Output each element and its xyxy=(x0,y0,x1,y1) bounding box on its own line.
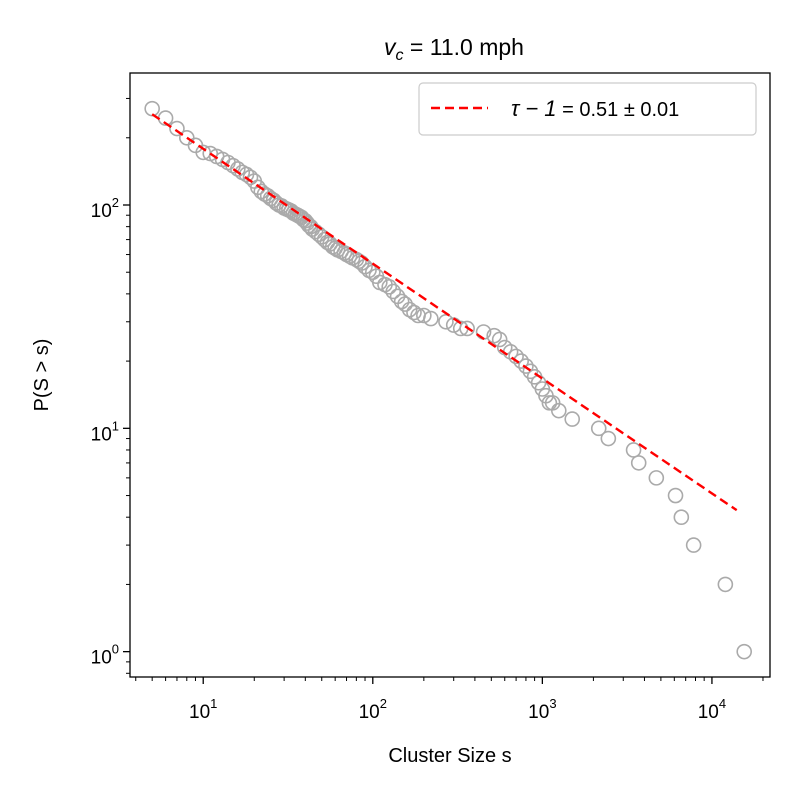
data-point xyxy=(351,253,367,270)
data-point xyxy=(667,487,684,504)
tick-base: 10 xyxy=(91,648,112,669)
data-point xyxy=(459,320,475,337)
data-point xyxy=(625,442,642,458)
data-point xyxy=(736,643,753,660)
tick-base: 10 xyxy=(91,424,112,445)
data-point xyxy=(685,537,702,553)
data-point xyxy=(550,402,567,419)
x-tick-label: 102 xyxy=(359,696,387,723)
tick-exponent: 2 xyxy=(112,195,119,210)
tick-base: 10 xyxy=(189,702,210,723)
title-subscript: c xyxy=(396,47,404,64)
data-point xyxy=(230,161,246,177)
tick-exponent: 1 xyxy=(112,418,119,433)
data-point xyxy=(508,348,524,365)
data-point xyxy=(144,100,160,117)
fit-line xyxy=(151,113,738,512)
data-point xyxy=(513,353,529,369)
y-axis-label: P(S > s) xyxy=(31,339,53,412)
x-tick-label: 104 xyxy=(698,696,726,723)
data-point xyxy=(416,307,432,324)
data-point xyxy=(393,293,410,310)
data-point xyxy=(406,304,422,321)
plot-frame xyxy=(129,72,771,678)
legend: τ − 1 = 0.51 ± 0.01 xyxy=(418,82,757,136)
data-point xyxy=(242,169,259,186)
x-tick-label: 103 xyxy=(528,696,556,723)
data-point xyxy=(178,129,195,146)
y-tick-label: 100 xyxy=(91,642,119,669)
data-point xyxy=(544,395,561,411)
tick-exponent: 3 xyxy=(549,696,556,711)
legend-symbol: τ − 1 xyxy=(511,96,557,121)
y-tick-label: 102 xyxy=(91,195,119,222)
tick-base: 10 xyxy=(359,702,380,723)
data-point xyxy=(648,470,665,486)
data-point xyxy=(381,279,398,295)
data-point xyxy=(600,430,617,447)
data-point xyxy=(401,301,418,318)
data-point xyxy=(518,358,534,374)
tick-base: 10 xyxy=(528,702,549,723)
data-point xyxy=(564,411,581,427)
data-point xyxy=(590,420,607,437)
tick-base: 10 xyxy=(91,201,112,222)
data-point xyxy=(491,331,508,348)
data-point xyxy=(169,120,185,137)
data-point xyxy=(630,455,647,471)
chart-title: vc = 11.0 mph xyxy=(384,34,524,64)
data-point xyxy=(423,310,439,327)
data-point xyxy=(673,509,690,526)
tick-exponent: 1 xyxy=(210,696,217,711)
data-point xyxy=(385,283,402,300)
data-point xyxy=(522,363,539,380)
title-rest: = 11.0 mph xyxy=(404,34,524,60)
title-symbol: v xyxy=(384,34,397,60)
y-tick-label: 101 xyxy=(91,418,119,445)
legend-box xyxy=(418,82,757,136)
data-point xyxy=(397,296,413,312)
tick-exponent: 4 xyxy=(719,696,726,711)
legend-rest: = 0.51 ± 0.01 xyxy=(557,99,680,121)
tick-exponent: 0 xyxy=(112,642,119,657)
tick-base: 10 xyxy=(698,702,719,723)
data-point xyxy=(438,313,454,330)
tick-exponent: 2 xyxy=(380,696,387,711)
x-tick-label: 101 xyxy=(189,696,217,723)
fit-layer xyxy=(151,113,738,512)
legend-label: τ − 1 = 0.51 ± 0.01 xyxy=(511,96,679,121)
data-point xyxy=(319,234,336,251)
x-axis-label: Cluster Size s xyxy=(388,745,511,767)
points-layer xyxy=(144,100,753,660)
data-point xyxy=(717,576,734,593)
